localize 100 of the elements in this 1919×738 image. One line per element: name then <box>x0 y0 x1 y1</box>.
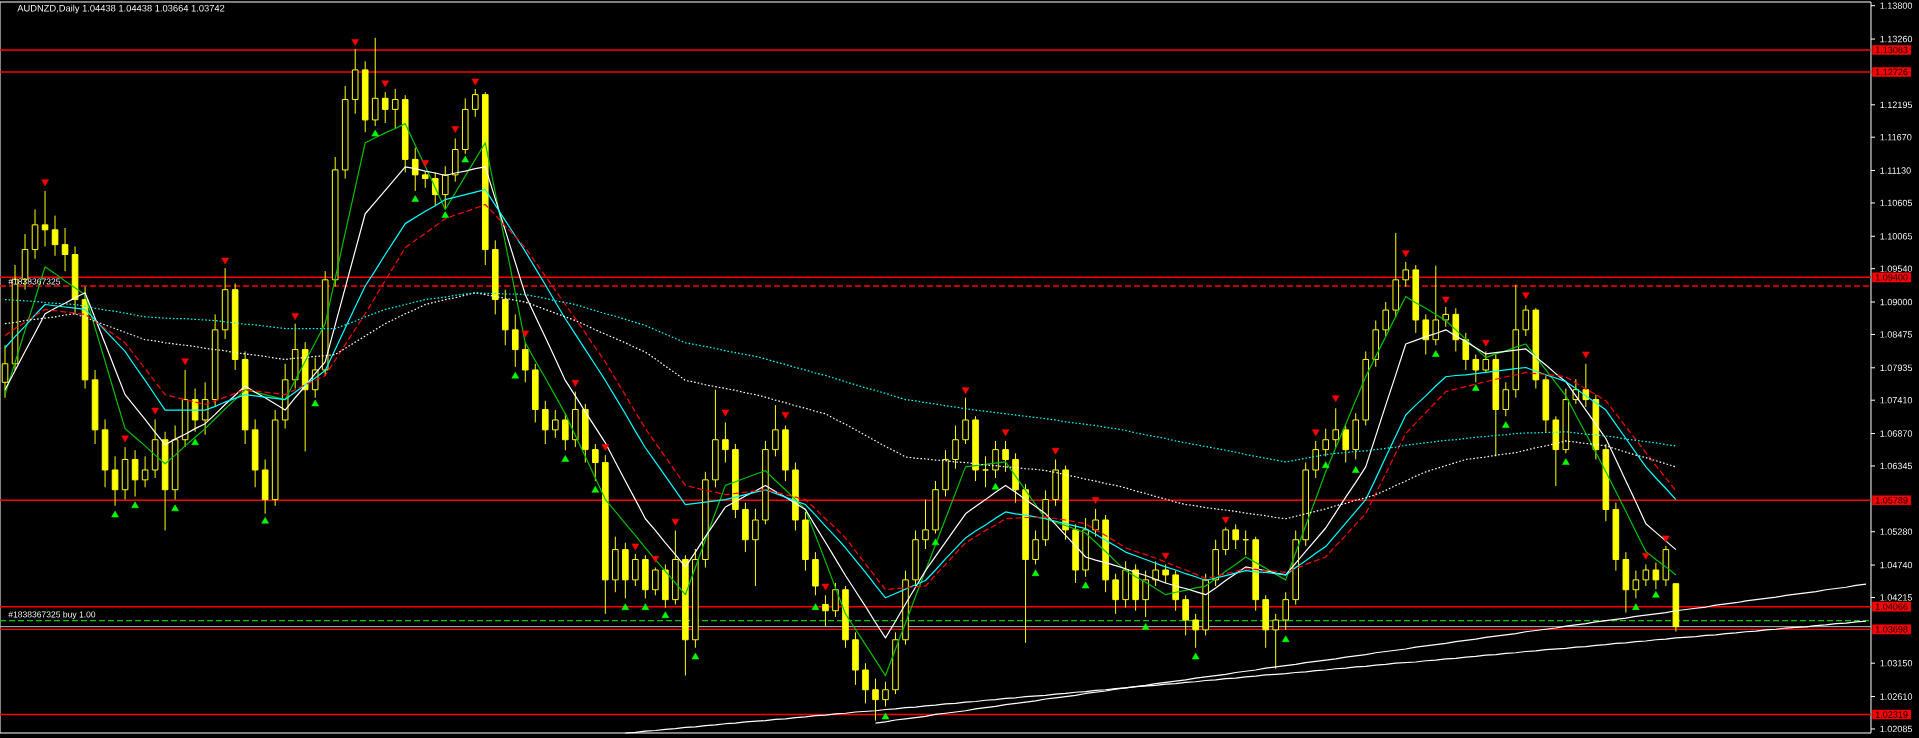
point <box>1141 623 1150 630</box>
candlestick <box>1642 563 1650 587</box>
candlestick <box>61 227 69 272</box>
y-tick-label: 1.09540 <box>1880 265 1913 272</box>
point <box>1311 429 1320 436</box>
point <box>171 504 179 512</box>
point <box>471 78 479 86</box>
y-tick-label: 1.04740 <box>1880 561 1913 569</box>
candlestick <box>1662 545 1670 587</box>
point <box>671 518 680 526</box>
candlestick <box>181 369 189 448</box>
candlestick <box>682 554 689 677</box>
point <box>781 412 790 419</box>
y-tick-label: 1.10065 <box>1880 233 1913 240</box>
candlestick <box>271 409 279 507</box>
candlestick <box>822 594 829 627</box>
candlestick <box>381 91 389 124</box>
point <box>881 712 890 720</box>
point <box>1632 603 1640 610</box>
point <box>291 313 299 320</box>
point <box>1472 384 1480 391</box>
candlestick <box>241 350 249 445</box>
point <box>1031 569 1040 576</box>
candlestick <box>41 190 49 247</box>
point <box>721 409 730 417</box>
candlestick <box>1612 502 1620 572</box>
y-tick-label: 1.06345 <box>1880 462 1913 470</box>
candlestick <box>31 208 39 260</box>
point <box>111 510 119 518</box>
point <box>1402 250 1410 257</box>
point <box>411 195 419 202</box>
candlestick <box>81 286 89 389</box>
candlestick <box>1632 570 1640 599</box>
candlestick <box>211 313 219 408</box>
candlestick <box>121 446 129 501</box>
point <box>261 516 269 524</box>
point <box>1091 497 1100 504</box>
y-tick-label: 1.05280 <box>1880 528 1913 535</box>
candlestick <box>51 215 59 257</box>
point <box>421 160 429 167</box>
y-tick-label: 1.08475 <box>1880 331 1913 338</box>
point <box>1352 466 1360 473</box>
point <box>131 501 139 509</box>
candlestick <box>872 678 879 722</box>
y-tick-label: 1.10605 <box>1880 199 1913 207</box>
ref-line-label: 1.02319 <box>1875 711 1908 718</box>
point <box>1482 339 1490 347</box>
point <box>931 538 940 546</box>
candlestick <box>852 631 859 686</box>
point <box>441 211 449 218</box>
candlestick <box>491 239 499 315</box>
point <box>1582 351 1590 359</box>
candlestick <box>141 455 149 488</box>
point <box>1502 421 1510 428</box>
point <box>1191 652 1200 660</box>
point <box>691 652 700 660</box>
ref-line-label: 1.09400 <box>1875 274 1908 281</box>
point <box>1642 552 1650 560</box>
candlestick <box>1182 594 1189 636</box>
point <box>601 444 610 451</box>
point <box>1652 591 1660 598</box>
y-tick-label: 1.07410 <box>1880 396 1913 404</box>
point <box>651 555 660 563</box>
point <box>41 179 49 186</box>
point <box>1442 296 1450 304</box>
point <box>351 39 359 46</box>
point <box>571 380 580 387</box>
candlestick <box>391 88 399 130</box>
point <box>1662 535 1670 543</box>
candlestick <box>892 631 899 695</box>
y-tick-label: 1.09000 <box>1880 298 1913 306</box>
y-tick-label: 1.11670 <box>1880 133 1912 141</box>
y-tick-label: 1.03150 <box>1880 660 1913 667</box>
point <box>451 126 459 133</box>
chart-title: AUDNZD,Daily 1.04438 1.04438 1.03664 1.03742 <box>17 4 225 14</box>
candlestick <box>91 369 99 445</box>
point <box>1522 292 1530 299</box>
candlestick <box>171 425 179 501</box>
candlestick <box>261 458 269 515</box>
point <box>381 80 389 88</box>
candlestick <box>101 418 109 488</box>
candlestick <box>952 425 959 470</box>
point <box>311 399 319 407</box>
y-tick-label: 1.02085 <box>1880 725 1913 733</box>
point <box>561 455 570 462</box>
candlestick <box>602 454 609 615</box>
point <box>821 583 830 591</box>
ref-line-label: 1.12726 <box>1875 68 1908 76</box>
point <box>661 611 670 618</box>
candlestick <box>612 536 619 593</box>
point <box>511 371 520 379</box>
point <box>641 603 650 610</box>
annotation: #1838367325 buy 1.00 <box>8 611 96 620</box>
candlestick <box>331 156 339 288</box>
candlestick <box>922 499 929 550</box>
candlestick <box>481 91 489 266</box>
point <box>1281 635 1290 643</box>
point <box>1221 517 1230 524</box>
point <box>1562 458 1570 465</box>
point <box>961 387 970 394</box>
